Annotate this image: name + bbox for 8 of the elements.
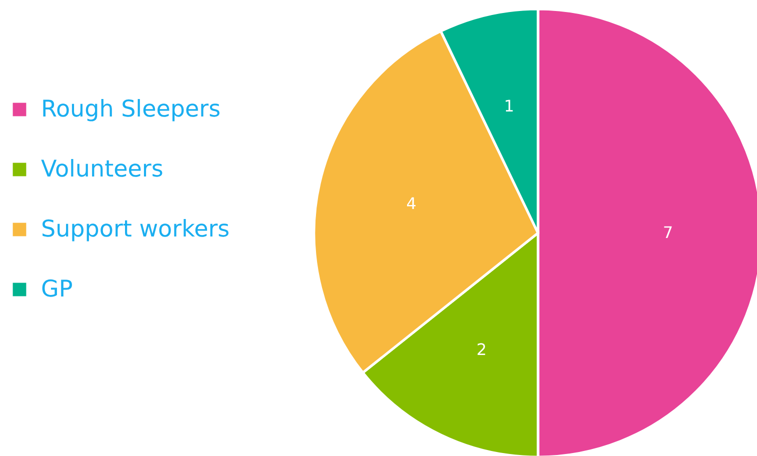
legend-label: Rough Sleepers bbox=[41, 96, 221, 122]
legend-label: Support workers bbox=[41, 216, 230, 242]
legend-label: Volunteers bbox=[41, 156, 164, 182]
legend-label: GP bbox=[41, 276, 73, 302]
data-label: 1 bbox=[504, 96, 514, 116]
data-label: 2 bbox=[476, 340, 487, 360]
data-label: 7 bbox=[662, 223, 674, 242]
data-label: 4 bbox=[406, 194, 416, 214]
